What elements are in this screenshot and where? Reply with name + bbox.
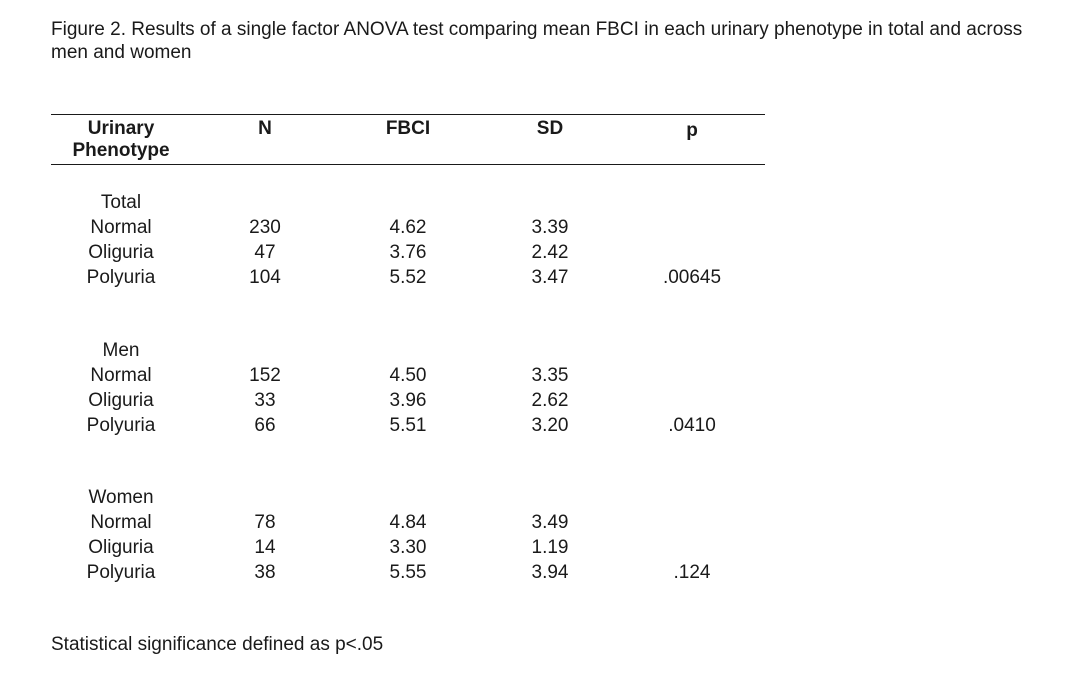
row-n: 78 [254, 512, 276, 533]
row-fbci: 3.76 [389, 242, 427, 263]
row-fbci: 4.50 [389, 365, 427, 386]
row-n: 152 [249, 365, 281, 386]
row-n: 104 [249, 267, 281, 288]
group-p-value: .0410 [668, 415, 716, 436]
row-n: 33 [254, 390, 276, 411]
row-sd: 3.20 [531, 415, 569, 436]
row-name: Polyuria [86, 562, 156, 583]
row-sd: 2.42 [531, 242, 569, 263]
row-fbci: 5.55 [389, 562, 427, 583]
group-label: Men [102, 340, 140, 361]
group-label: Women [88, 487, 154, 508]
row-name: Normal [90, 217, 152, 238]
row-sd: 3.94 [531, 562, 569, 583]
row-fbci: 3.30 [389, 537, 427, 558]
row-fbci: 3.96 [389, 390, 427, 411]
group-p-value: .124 [673, 562, 711, 583]
row-fbci: 4.62 [389, 217, 427, 238]
row-name: Normal [90, 365, 152, 386]
row-name: Normal [90, 512, 152, 533]
row-sd: 2.62 [531, 390, 569, 411]
row-n: 14 [254, 537, 276, 558]
table-top-rule [51, 114, 765, 115]
row-name: Polyuria [86, 267, 156, 288]
row-n: 47 [254, 242, 276, 263]
row-fbci: 5.52 [389, 267, 427, 288]
header-n: N [258, 118, 272, 139]
row-sd: 3.39 [531, 217, 569, 238]
significance-footnote: Statistical significance defined as p<.0… [51, 634, 384, 655]
header-sd: SD [536, 118, 564, 139]
figure-caption: Figure 2. Results of a single factor ANO… [51, 19, 1023, 63]
header-p: p [686, 120, 698, 141]
row-name: Oliguria [88, 390, 154, 411]
row-fbci: 4.84 [389, 512, 427, 533]
row-name: Oliguria [88, 242, 154, 263]
table-header-rule [51, 164, 765, 165]
header-urinary-phenotype: Urinary Phenotype [72, 118, 170, 161]
row-n: 230 [249, 217, 281, 238]
row-sd: 3.49 [531, 512, 569, 533]
row-name: Polyuria [86, 415, 156, 436]
row-n: 66 [254, 415, 276, 436]
group-label: Total [100, 192, 142, 213]
row-n: 38 [254, 562, 276, 583]
group-p-value: .00645 [662, 267, 722, 288]
row-sd: 1.19 [531, 537, 569, 558]
header-fbci: FBCI [385, 118, 431, 139]
row-name: Oliguria [88, 537, 154, 558]
row-sd: 3.35 [531, 365, 569, 386]
row-sd: 3.47 [531, 267, 569, 288]
row-fbci: 5.51 [389, 415, 427, 436]
